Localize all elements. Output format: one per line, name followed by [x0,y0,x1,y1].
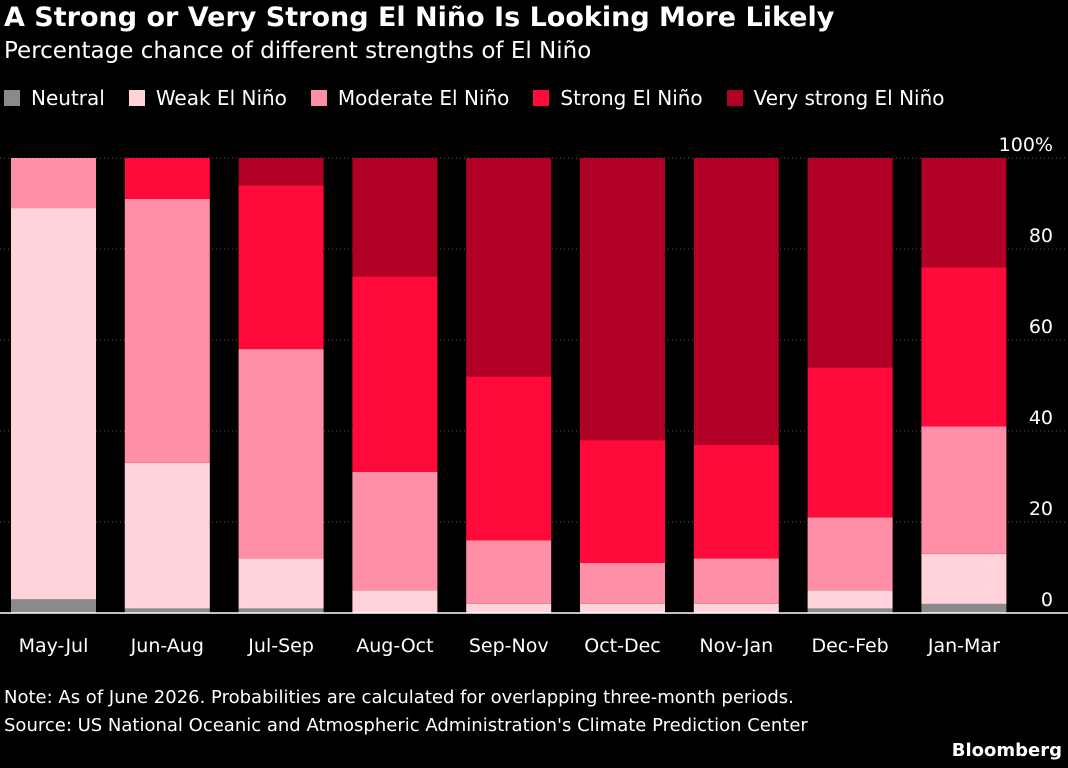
bar-may-jul-weak-el-ni-o [11,208,96,600]
bar-oct-dec-strong-el-ni-o [580,440,665,563]
bar-dec-feb-neutral [807,608,893,613]
legend-item-very-strong: Very strong El Niño [726,86,945,110]
y-tick-label: 20 [1029,498,1053,520]
bar-nov-jan-moderate-el-ni-o [693,558,779,604]
bar-may-jul-neutral [11,599,96,613]
y-tick-label: 100% [999,134,1053,156]
legend-item-weak: Weak El Niño [128,86,287,110]
bar-aug-oct-strong-el-ni-o [352,276,438,472]
bar-jul-sep-neutral [238,608,324,613]
y-tick-label: 80 [1029,225,1053,247]
x-tick-label: Jul-Sep [247,635,314,657]
x-tick-label: Aug-Oct [356,635,433,657]
x-tick-label: May-Jul [19,635,89,657]
legend-label-very-strong: Very strong El Niño [753,86,945,110]
bar-dec-feb-strong-el-ni-o [807,367,893,518]
bar-jan-mar-weak-el-ni-o [921,553,1007,604]
legend-label-neutral: Neutral [31,86,105,110]
bar-jul-sep-moderate-el-ni-o [238,349,324,559]
legend-label-weak: Weak El Niño [155,86,287,110]
chart-title: A Strong or Very Strong El Niño Is Looki… [4,2,835,33]
bar-oct-dec-moderate-el-ni-o [580,562,665,604]
bar-sep-nov-moderate-el-ni-o [466,540,552,604]
bar-jan-mar-very-strong-el-ni-o [921,158,1007,268]
bar-jun-aug-moderate-el-ni-o [124,198,210,463]
bar-jan-mar-neutral [921,603,1007,613]
legend-swatch-weak [128,90,145,106]
bar-jan-mar-moderate-el-ni-o [921,426,1007,554]
bar-aug-oct-moderate-el-ni-o [352,471,438,591]
bar-jul-sep-weak-el-ni-o [238,558,324,609]
legend-swatch-neutral [4,90,20,106]
legend-swatch-moderate [310,90,327,106]
x-tick-label: Sep-Nov [469,635,549,657]
bar-jul-sep-strong-el-ni-o [238,185,324,350]
bar-dec-feb-weak-el-ni-o [807,590,893,609]
y-tick-label: 40 [1029,407,1053,429]
bar-jul-sep-very-strong-el-ni-o [238,158,324,186]
bar-nov-jan-very-strong-el-ni-o [693,158,779,445]
source-text: Source: US National Oceanic and Atmosphe… [4,715,808,736]
bar-sep-nov-strong-el-ni-o [466,376,552,541]
bar-dec-feb-moderate-el-ni-o [807,517,893,591]
legend-item-neutral: Neutral [4,86,105,110]
bar-oct-dec-very-strong-el-ni-o [580,158,665,441]
bloomberg-logo: Bloomberg [951,740,1062,761]
x-tick-label: Nov-Jan [699,635,773,657]
bar-may-jul-moderate-el-ni-o [11,158,96,209]
legend-label-strong: Strong El Niño [560,86,703,110]
bar-jun-aug-strong-el-ni-o [124,158,210,199]
x-tick-label: Jan-Mar [927,635,1000,657]
bar-oct-dec-weak-el-ni-o [580,603,665,613]
bar-aug-oct-weak-el-ni-o [352,590,438,613]
x-tick-label: Oct-Dec [584,635,660,657]
legend-swatch-very-strong [726,90,743,106]
bar-aug-oct-very-strong-el-ni-o [352,158,438,277]
legend-label-moderate: Moderate El Niño [337,86,510,110]
legend-swatch-strong [533,90,550,106]
bar-dec-feb-very-strong-el-ni-o [807,158,893,368]
y-tick-label: 0 [1041,589,1053,611]
bar-nov-jan-weak-el-ni-o [693,603,779,613]
x-tick-label: Jun-Aug [130,635,204,657]
chart-subtitle: Percentage chance of different strengths… [4,38,592,64]
bar-jun-aug-neutral [124,608,210,613]
x-tick-label: Dec-Feb [811,635,888,657]
footnote: Note: As of June 2026. Probabilities are… [4,684,808,740]
bar-sep-nov-weak-el-ni-o [466,603,552,613]
legend: Neutral Weak El Niño Moderate El Niño St… [4,86,969,110]
bar-jan-mar-strong-el-ni-o [921,267,1007,427]
bar-nov-jan-strong-el-ni-o [693,444,779,559]
legend-item-strong: Strong El Niño [533,86,703,110]
note-text: Note: As of June 2026. Probabilities are… [4,687,794,708]
bar-sep-nov-very-strong-el-ni-o [466,158,552,377]
bar-jun-aug-weak-el-ni-o [124,462,210,609]
legend-item-moderate: Moderate El Niño [310,86,510,110]
y-tick-label: 60 [1029,316,1053,338]
